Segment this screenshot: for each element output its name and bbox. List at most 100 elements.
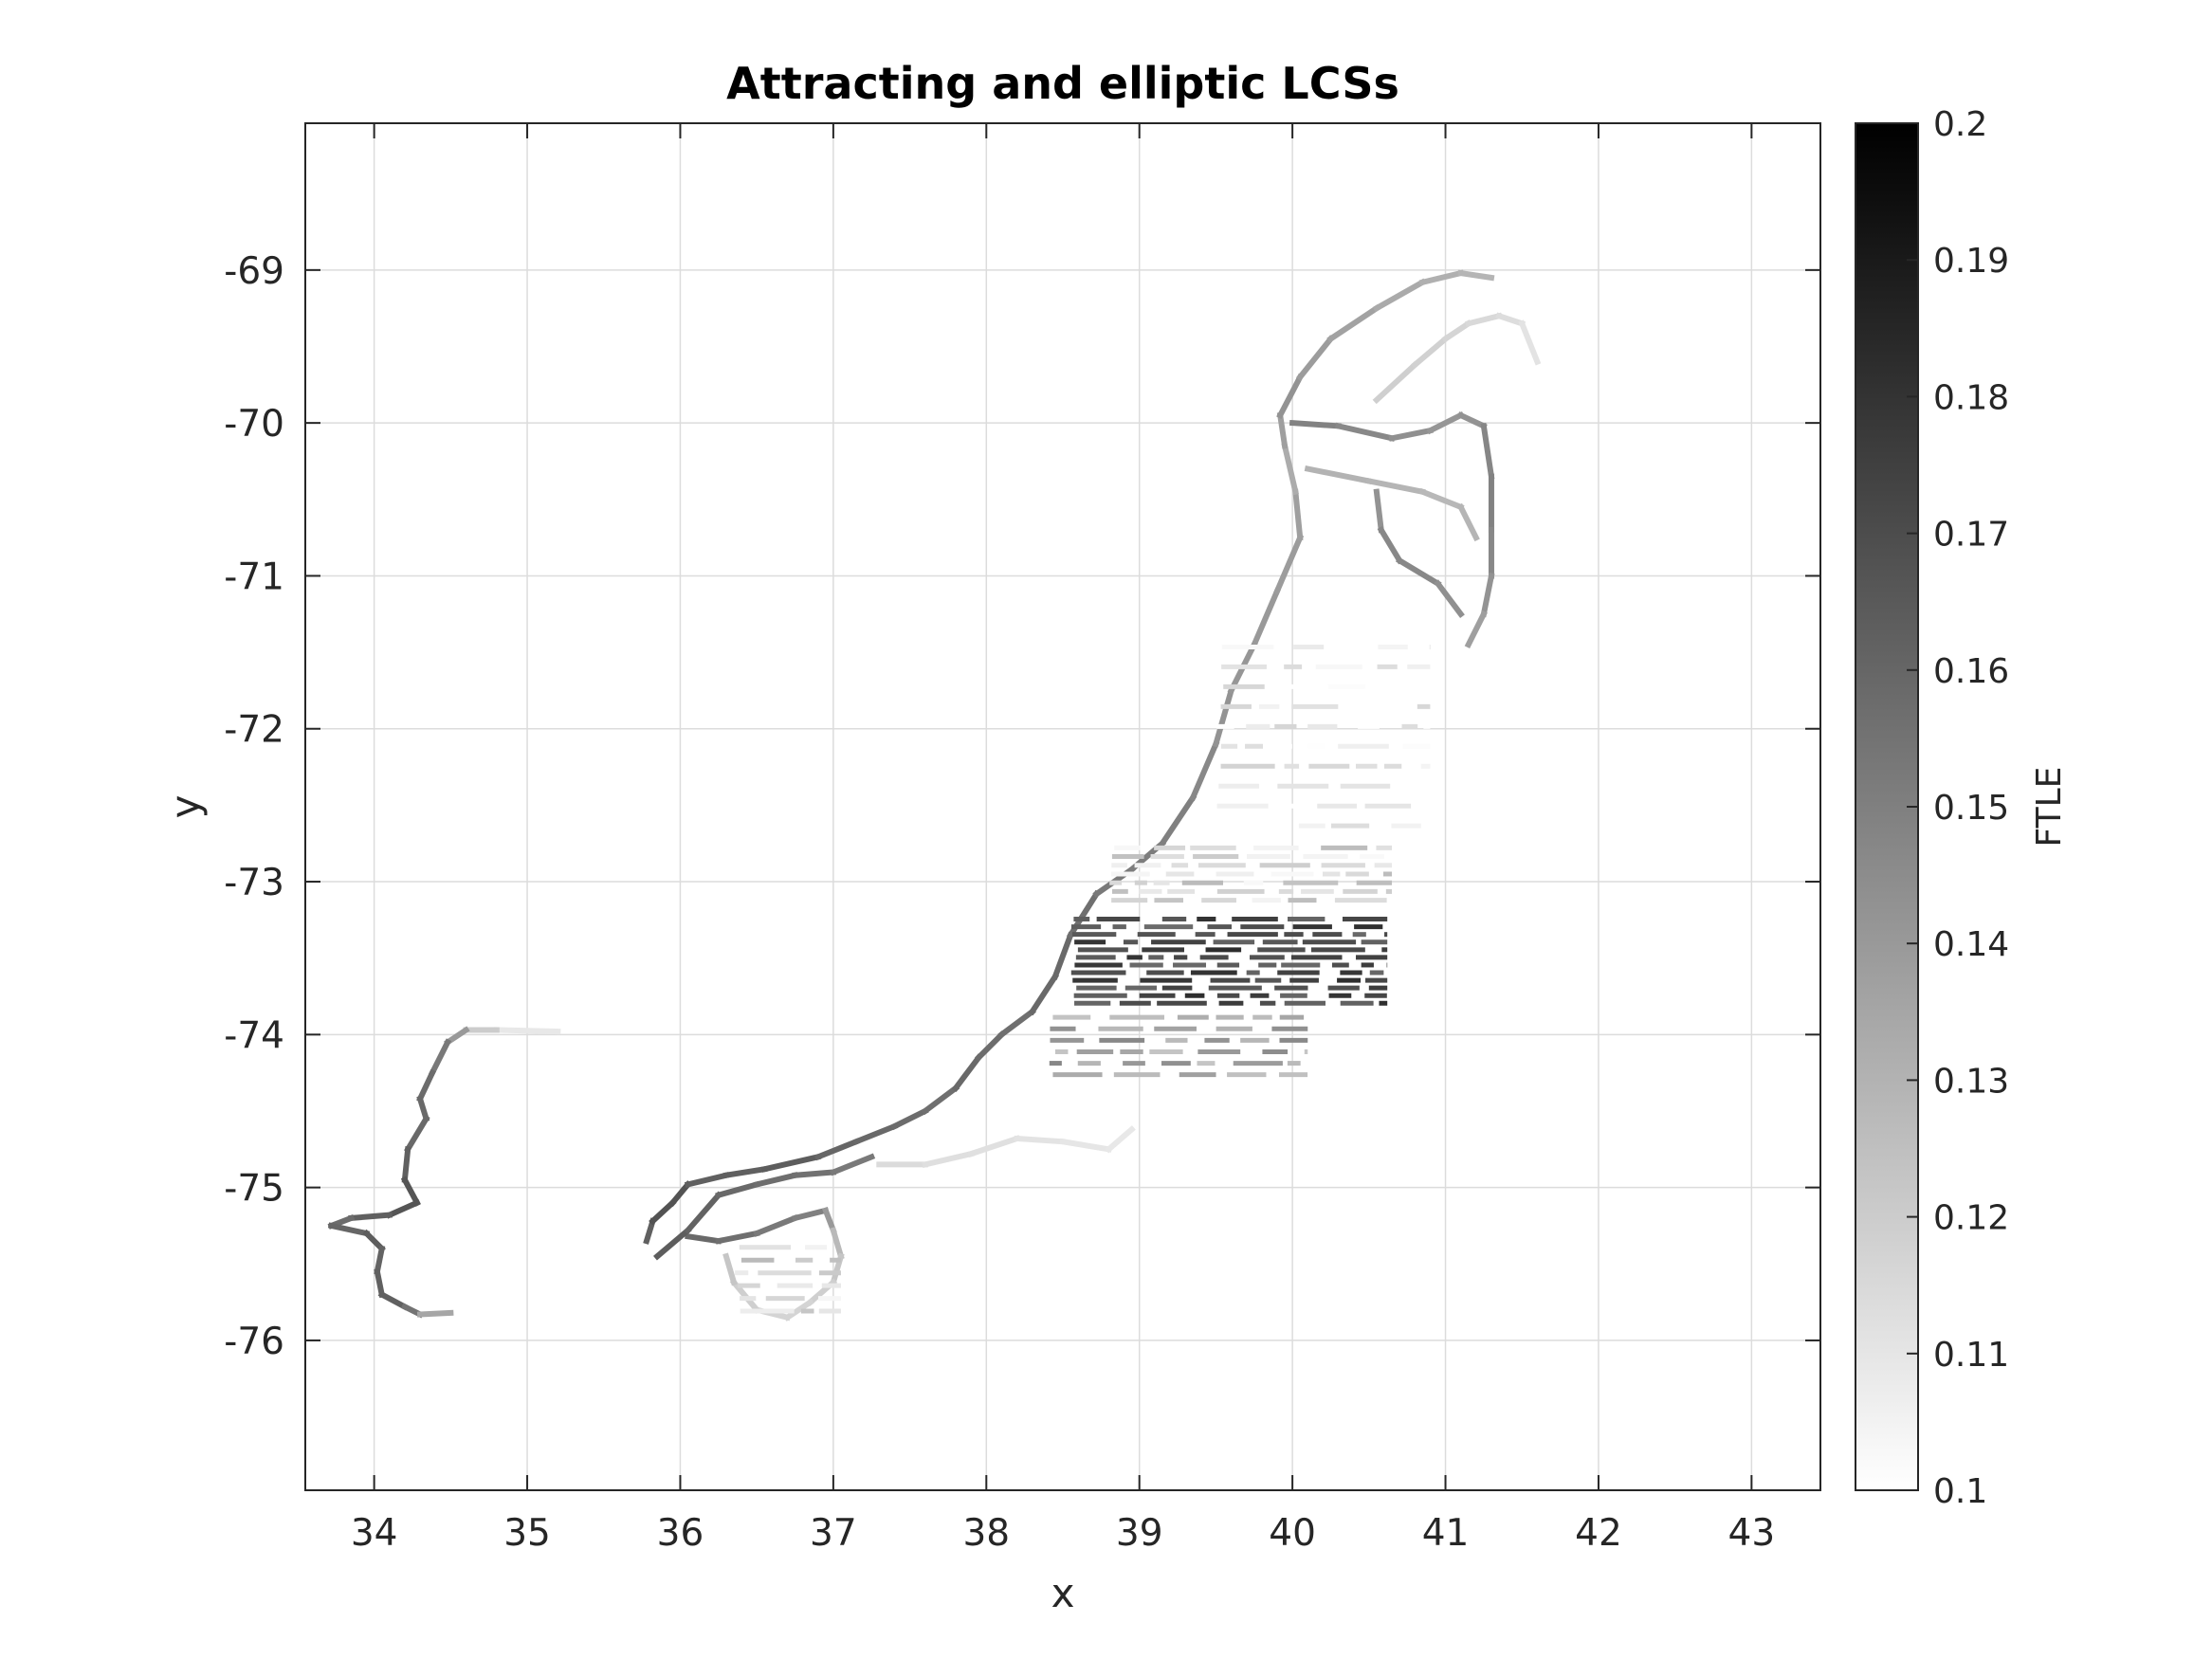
lcs-curve: [653, 1153, 876, 1261]
lcs-curve: [327, 1026, 561, 1319]
axis-ticks: 34 35 36 37 38 39 40 41 42 43 -69 -70 -71 -72 -73 -74 -7…: [224, 123, 1820, 1555]
lcs-segment: [416, 1309, 454, 1318]
lcs-segment: [1273, 534, 1305, 595]
colorbar-tick-label: 0.13: [1933, 1062, 2009, 1101]
lcs-segment: [1456, 411, 1488, 430]
ftle-field: [327, 269, 1542, 1322]
y-tick-label: -73: [224, 862, 284, 904]
lcs-curve: [1304, 465, 1480, 542]
x-tick-label: 38: [962, 1512, 1010, 1555]
lcs-segment: [829, 1153, 876, 1176]
lcs-segment: [814, 1138, 860, 1161]
lcs-segment: [443, 1026, 470, 1047]
lcs-segment: [921, 1084, 960, 1116]
lcs-segment: [416, 1068, 436, 1103]
colorbar-tick-label: 0.14: [1933, 925, 2009, 964]
lcs-segment: [348, 1212, 393, 1222]
y-tick-label: -69: [224, 250, 284, 293]
lcs-segment: [1189, 739, 1220, 802]
lcs-segment: [760, 1153, 822, 1173]
lcs-segment: [493, 1027, 561, 1035]
lcs-segment: [967, 1135, 1021, 1158]
lcs-segment: [722, 1165, 768, 1179]
lcs-segment: [1304, 465, 1373, 484]
colorbar-label: FTLE: [2030, 767, 2069, 848]
lcs-segment: [1028, 972, 1060, 1016]
plot-area: [305, 123, 1820, 1490]
x-tick-label: 43: [1728, 1512, 1776, 1555]
y-tick-label: -71: [224, 556, 284, 598]
x-tick-label: 40: [1269, 1512, 1316, 1555]
colorbar-tick-label: 0.2: [1933, 105, 1987, 144]
lcs-segment: [1250, 587, 1281, 648]
lcs-segment: [753, 1172, 799, 1189]
lcs-segment: [404, 1114, 430, 1154]
lcs-segment: [1377, 525, 1404, 565]
lcs-segment: [1292, 488, 1304, 541]
x-tick-label: 35: [503, 1512, 551, 1555]
lcs-segment: [922, 1150, 975, 1169]
lcs-segment: [1465, 312, 1503, 327]
x-axis-label: x: [1051, 1570, 1075, 1616]
lcs-segment: [1495, 312, 1526, 328]
lcs-segment: [1426, 411, 1465, 435]
x-tick-label: 39: [1116, 1512, 1163, 1555]
y-axis-label: y: [162, 795, 209, 819]
lcs-segment: [1281, 442, 1299, 496]
lcs-segment: [1158, 793, 1197, 848]
lcs-segment: [1051, 931, 1074, 980]
x-tick-label: 42: [1575, 1512, 1622, 1555]
lcs-segment: [1441, 319, 1472, 343]
lcs-curve: [1289, 411, 1495, 649]
colorbar-ticks: 0.1 0.11 0.12 0.13 0.14 0.15 0.16 0.17 0.18 0.19 0…: [1907, 105, 2009, 1511]
ftle-band: [1049, 1014, 1308, 1078]
colorbar-tick-label: 0.19: [1933, 242, 2009, 281]
x-tick-label: 34: [351, 1512, 398, 1555]
lcs-segment: [374, 1245, 386, 1275]
lcs-segment: [890, 1106, 929, 1131]
lcs-segment: [722, 1252, 738, 1286]
y-tick-label: -74: [224, 1014, 284, 1057]
chart-title: Attracting and elliptic LCSs: [726, 58, 1399, 109]
y-tick-label: -76: [224, 1321, 284, 1363]
lcs-segment: [1334, 422, 1396, 442]
lcs-segment: [1372, 278, 1427, 313]
lcs-curve: [1372, 312, 1542, 405]
lcs-segment: [715, 1230, 760, 1245]
colorbar-tick-label: 0.18: [1933, 378, 2009, 417]
lcs-segment: [852, 1122, 899, 1146]
lcs-segment: [792, 1169, 837, 1178]
lcs-segment: [1480, 422, 1495, 481]
lcs-segment: [1411, 335, 1450, 370]
lcs-segment: [428, 1038, 452, 1077]
lcs-segment: [653, 1226, 692, 1261]
x-tick-label: 36: [657, 1512, 704, 1555]
ftle-band: [1216, 644, 1431, 829]
lcs-segment: [1395, 556, 1442, 588]
lcs-segment: [1212, 686, 1235, 748]
lcs-segment: [684, 1191, 723, 1235]
lcs-segment: [997, 1007, 1036, 1039]
lcs-segment: [1464, 610, 1488, 649]
lcs-segment: [1105, 1125, 1136, 1154]
lcs-segment: [1518, 319, 1542, 366]
ftle-band: [1070, 917, 1388, 1006]
lcs-segment: [1059, 1138, 1112, 1153]
lcs-segment: [643, 1217, 657, 1245]
colorbar-tick-label: 0.12: [1933, 1199, 2009, 1238]
lcs-segment: [1276, 373, 1305, 420]
lcs-segment: [1326, 304, 1381, 343]
lcs-segment: [791, 1207, 830, 1222]
lcs-segment: [1457, 269, 1495, 282]
ftle-band: [1109, 845, 1393, 903]
colorbar-tick-label: 0.11: [1933, 1336, 2009, 1375]
lcs-segment: [649, 1198, 677, 1226]
lcs-segment: [377, 1290, 409, 1311]
y-tick-label: -70: [224, 403, 284, 446]
lcs-segment: [1295, 335, 1335, 381]
lcs-segment: [401, 1146, 411, 1183]
colorbar-tick-label: 0.17: [1933, 516, 2009, 555]
lcs-segment: [1276, 411, 1289, 449]
x-tick-label: 37: [810, 1512, 857, 1555]
ftle-band: [735, 1245, 841, 1314]
